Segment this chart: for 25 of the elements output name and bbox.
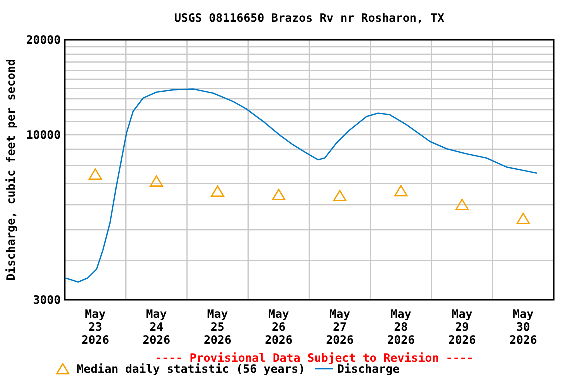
x-tick-label: May 26 2026	[265, 307, 293, 347]
legend-label: Median daily statistic (56 years)	[77, 362, 306, 376]
point	[272, 189, 286, 200]
y-tick-label: 10000	[26, 128, 62, 142]
point	[394, 185, 408, 197]
x-tick-label: May 27 2026	[326, 307, 354, 347]
point	[88, 168, 102, 180]
x-tick-label: May 24 2026	[142, 307, 171, 347]
point	[456, 199, 469, 210]
y-tick-label: 20000	[26, 33, 62, 47]
x-tick-label: May 23 2026	[82, 307, 110, 347]
point	[516, 213, 530, 224]
x-tick-label: May 25 2026	[204, 307, 232, 347]
legend-label: Discharge	[337, 362, 400, 376]
y-tick-label: 3000	[33, 293, 62, 307]
point	[333, 190, 347, 202]
line-series	[64, 88, 538, 283]
x-tick-label: May 29 2026	[448, 307, 476, 347]
x-tick-label: May 28 2026	[387, 307, 416, 347]
x-tick-label: May 30 2026	[510, 307, 538, 347]
point	[150, 176, 164, 187]
point	[211, 186, 224, 198]
y-axis-title: Discharge, cubic feet per second	[4, 59, 18, 281]
chart-title: USGS 08116650 Brazos Rv nr Rosharon, TX	[174, 11, 445, 25]
text: ---- Provisional Data Subject to Revision ----	[155, 351, 474, 365]
